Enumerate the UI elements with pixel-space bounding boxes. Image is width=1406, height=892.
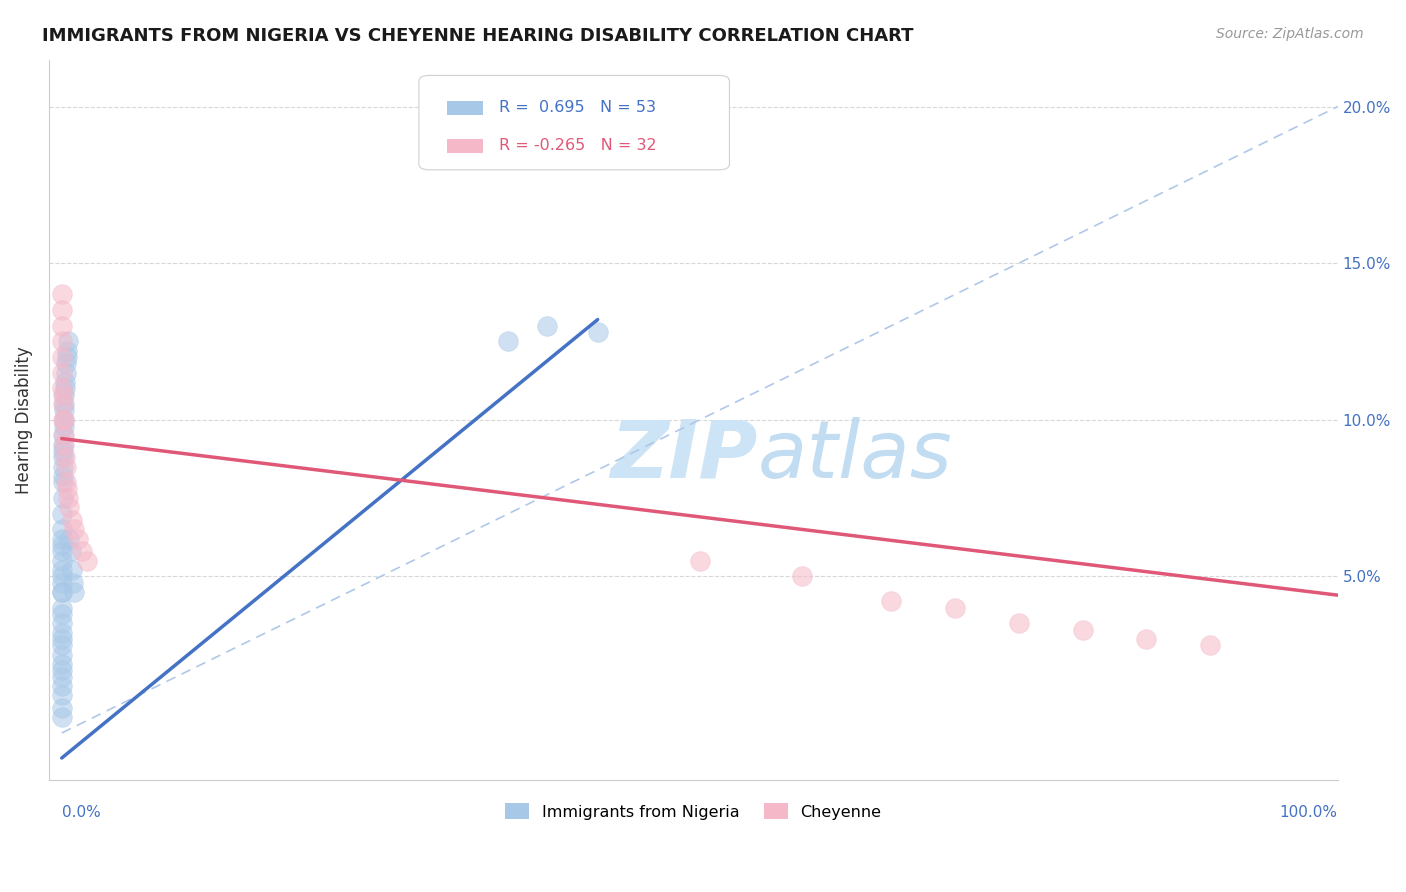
Text: Source: ZipAtlas.com: Source: ZipAtlas.com (1216, 27, 1364, 41)
Point (53, 450, 76, 465)
Point (51, 585, 73, 599)
Point (51, 303, 73, 318)
Point (59, 544, 82, 558)
Point (63, 585, 86, 599)
Point (51, 657, 73, 671)
Text: R =  0.695   N = 53: R = 0.695 N = 53 (499, 100, 655, 115)
Point (58, 532, 80, 546)
Point (55, 366, 77, 380)
Text: atlas: atlas (758, 417, 952, 495)
Point (60, 513, 83, 527)
Text: 0.0%: 0.0% (62, 805, 100, 820)
Point (51, 625, 73, 640)
Point (51, 554, 73, 568)
Text: R = -0.265   N = 32: R = -0.265 N = 32 (499, 138, 657, 153)
Point (51, 607, 73, 621)
Point (58, 500, 80, 515)
Point (53, 413, 76, 427)
Point (790, 569, 813, 583)
Point (51, 638, 73, 652)
Text: 100.0%: 100.0% (1279, 805, 1337, 820)
Point (51, 350, 73, 364)
FancyBboxPatch shape (419, 76, 730, 169)
Point (53, 438, 76, 452)
Point (55, 475, 77, 490)
Point (52, 388, 75, 402)
FancyBboxPatch shape (447, 101, 484, 115)
Text: ZIP: ZIP (610, 417, 758, 495)
Point (1071, 623, 1094, 637)
Point (52, 475, 75, 490)
Point (51, 507, 73, 521)
Text: IMMIGRANTS FROM NIGERIA VS CHEYENNE HEARING DISABILITY CORRELATION CHART: IMMIGRANTS FROM NIGERIA VS CHEYENNE HEAR… (42, 27, 914, 45)
Point (51, 522, 73, 536)
Point (51, 538, 73, 552)
Point (52, 491, 75, 505)
Point (51, 600, 73, 615)
Point (52, 413, 75, 427)
Point (1135, 632, 1157, 646)
Point (51, 679, 73, 693)
Point (51, 585, 73, 599)
Point (52, 469, 75, 483)
Point (51, 532, 73, 546)
Point (51, 544, 73, 558)
FancyBboxPatch shape (447, 138, 484, 153)
Point (689, 554, 711, 568)
Point (52, 403, 75, 417)
Point (586, 325, 609, 339)
Point (56, 343, 79, 358)
Point (52, 419, 75, 434)
Point (51, 663, 73, 677)
Point (52, 428, 75, 442)
Point (52, 450, 75, 465)
Point (1199, 638, 1222, 652)
Point (56, 491, 79, 505)
Point (51, 366, 73, 380)
Point (60, 563, 83, 577)
Point (51, 318, 73, 333)
Legend: Immigrants from Nigeria, Cheyenne: Immigrants from Nigeria, Cheyenne (499, 797, 887, 826)
Point (1008, 616, 1031, 631)
Point (53, 381, 76, 395)
Point (56, 350, 79, 364)
Point (943, 600, 966, 615)
Point (55, 356, 77, 370)
Point (53, 375, 76, 389)
Point (70, 544, 93, 558)
Point (51, 287, 73, 301)
Point (51, 670, 73, 684)
Point (880, 594, 903, 608)
Point (51, 569, 73, 583)
Y-axis label: Hearing Disability: Hearing Disability (15, 346, 32, 493)
Point (52, 438, 75, 452)
Point (76, 554, 98, 568)
Point (51, 710, 73, 724)
Point (51, 632, 73, 646)
Point (51, 381, 73, 395)
Point (53, 388, 76, 402)
Point (52, 428, 75, 442)
Point (52, 444, 75, 458)
Point (52, 459, 75, 474)
Point (536, 318, 558, 333)
Point (62, 575, 84, 590)
Point (51, 648, 73, 662)
Point (56, 482, 79, 496)
Point (51, 616, 73, 631)
Point (52, 397, 75, 411)
Point (51, 575, 73, 590)
Point (51, 563, 73, 577)
Point (51, 334, 73, 349)
Point (51, 689, 73, 703)
Point (63, 522, 86, 536)
Point (498, 334, 520, 349)
Point (55, 459, 77, 474)
Point (53, 397, 76, 411)
Point (67, 532, 90, 546)
Point (51, 701, 73, 715)
Point (52, 413, 75, 427)
Point (56, 334, 79, 349)
